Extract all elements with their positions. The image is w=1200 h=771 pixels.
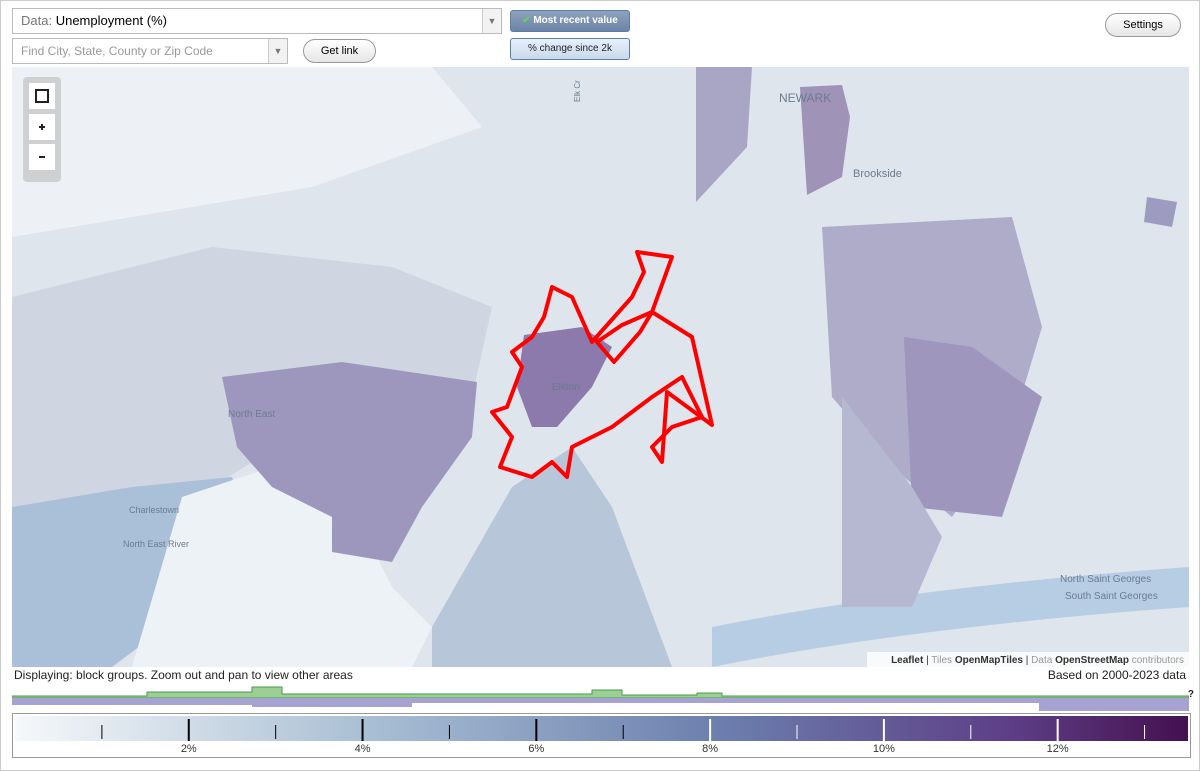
data-label: Data: bbox=[21, 13, 53, 28]
region bbox=[800, 85, 850, 195]
map-label: South Saint Georges bbox=[1065, 591, 1158, 602]
region bbox=[432, 447, 672, 667]
control-icons bbox=[35, 89, 49, 158]
legend-tick-label: 4% bbox=[355, 743, 371, 755]
map-label: Brookside bbox=[853, 168, 902, 180]
attribution-bg bbox=[867, 652, 1189, 667]
help-icon[interactable]: ? bbox=[1187, 689, 1194, 700]
region bbox=[696, 67, 752, 202]
map-label: NEWARK bbox=[779, 91, 831, 105]
legend-tick-label: 12% bbox=[1047, 743, 1069, 755]
region bbox=[904, 337, 1042, 517]
region bbox=[222, 362, 477, 562]
data-select[interactable]: Data: Unemployment (%) ▼ bbox=[12, 8, 502, 34]
most-recent-label: Most recent value bbox=[533, 15, 618, 26]
most-recent-toggle[interactable]: ✔ Most recent value bbox=[510, 10, 630, 32]
attr-suffix: contributors bbox=[1132, 655, 1184, 666]
map-label: Elk Cr bbox=[573, 80, 582, 102]
region bbox=[1144, 197, 1177, 227]
map-label: Charlestown bbox=[129, 505, 179, 515]
attr-tiles[interactable]: OpenMapTiles bbox=[955, 655, 1024, 666]
search-placeholder: Find City, State, County or Zip Code bbox=[21, 44, 213, 58]
legend-tick-label: 2% bbox=[181, 743, 197, 755]
search-input[interactable]: Find City, State, County or Zip Code ▼ bbox=[12, 38, 288, 64]
based-on-note: Based on 2000-2023 data bbox=[1047, 668, 1186, 682]
region bbox=[12, 67, 482, 237]
check-icon: ✔ bbox=[522, 15, 531, 26]
map-label: North East bbox=[228, 409, 275, 420]
data-value: Unemployment (%) bbox=[55, 13, 167, 28]
region bbox=[517, 327, 612, 427]
dropdown-arrow: ▼ bbox=[268, 39, 287, 63]
attr-tiles-prefix: Tiles bbox=[931, 655, 952, 666]
pct-change-toggle[interactable]: % change since 2k bbox=[510, 38, 630, 60]
settings-button[interactable]: Settings bbox=[1105, 13, 1181, 37]
histogram-lower bbox=[12, 698, 1189, 711]
fullscreen-button[interactable] bbox=[29, 83, 55, 109]
get-link-button[interactable]: Get link bbox=[303, 39, 376, 63]
displaying-note: Displaying: block groups. Zoom out and p… bbox=[14, 668, 353, 682]
map-label: North Saint Georges bbox=[1060, 574, 1151, 585]
legend-tick-label: 6% bbox=[528, 743, 544, 755]
selected-boundary bbox=[490, 250, 714, 479]
attr-leaflet[interactable]: Leaflet bbox=[891, 655, 924, 666]
map-label: Elkton bbox=[552, 382, 580, 393]
map-label: North East River bbox=[123, 539, 189, 549]
legend: 2% 4% 6% 8% 10% 12% bbox=[12, 713, 1191, 758]
histogram bbox=[12, 686, 1189, 711]
legend-gradient bbox=[15, 716, 1188, 741]
histogram-upper bbox=[12, 686, 1189, 699]
legend-tick-label: 8% bbox=[702, 743, 718, 755]
attr-data[interactable]: OpenStreetMap bbox=[1055, 655, 1129, 666]
dropdown-arrow: ▼ bbox=[482, 9, 501, 33]
legend-tick-label: 10% bbox=[873, 743, 895, 755]
river bbox=[712, 567, 1189, 667]
attribution: Leaflet | Tiles OpenMapTiles | Data Open… bbox=[891, 655, 1184, 666]
map[interactable]: NEWARK Brookside Elkton North East Charl… bbox=[12, 67, 1189, 667]
region bbox=[842, 397, 942, 607]
attr-data-prefix: Data bbox=[1031, 655, 1053, 666]
